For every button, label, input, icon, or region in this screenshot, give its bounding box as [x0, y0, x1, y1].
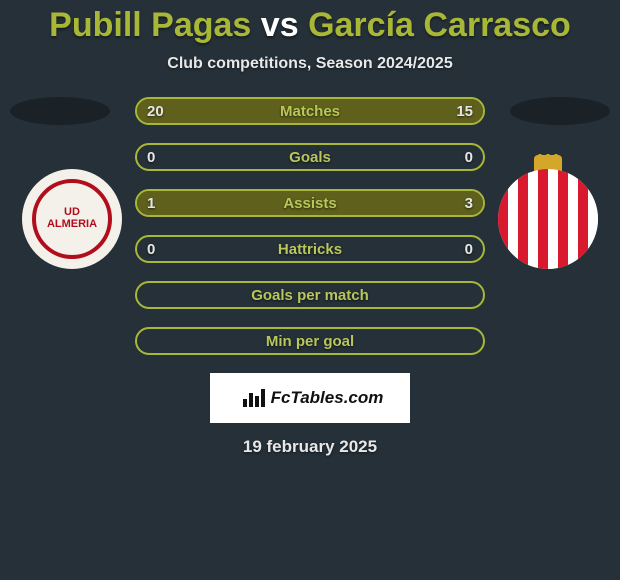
stat-bar: Hattricks0 0 — [135, 235, 485, 263]
watermark: FcTables.com — [210, 373, 410, 423]
bar-value-left: 20 — [137, 99, 174, 123]
subtitle: Club competitions, Season 2024/2025 — [0, 55, 620, 73]
stat-bar: Goals per match — [135, 281, 485, 309]
bar-value-left: 0 — [137, 237, 165, 261]
bar-label: Assists — [137, 191, 483, 215]
stat-bars: Matches2015Goals00Assists13Hattricks00Go… — [135, 97, 485, 355]
team-crest-left-text: UDALMERIA — [47, 207, 97, 230]
bar-value-right: 3 — [455, 191, 483, 215]
bar-value-left: 1 — [137, 191, 165, 215]
comparison-title: Pubill Pagas vs García Carrasco — [0, 0, 620, 45]
stat-bar: Goals0 0 — [135, 143, 485, 171]
bar-value-left: 0 — [137, 145, 165, 169]
bar-label: Hattricks — [137, 237, 483, 261]
bar-label: Matches — [137, 99, 483, 123]
stat-bar: Matches20 15 — [135, 97, 485, 125]
team-crest-right — [498, 169, 598, 269]
stat-bar: Min per goal — [135, 327, 485, 355]
crest-shadow-right — [510, 97, 610, 125]
team-crest-left: UDALMERIA — [22, 169, 122, 269]
crest-shadow-left — [10, 97, 110, 125]
bar-value-right: 0 — [455, 237, 483, 261]
stripes-icon — [498, 169, 598, 269]
player-left-name: Pubill Pagas — [49, 6, 251, 44]
bar-chart-icon — [243, 389, 265, 407]
stat-bar: Assists1 3 — [135, 189, 485, 217]
bar-label: Min per goal — [137, 329, 483, 353]
bar-value-right: 0 — [455, 145, 483, 169]
bar-label: Goals — [137, 145, 483, 169]
bar-label: Goals per match — [137, 283, 483, 307]
vs-separator: vs — [251, 6, 308, 44]
watermark-text: FcTables.com — [271, 388, 384, 408]
bar-value-right: 15 — [446, 99, 483, 123]
player-right-name: García Carrasco — [308, 6, 571, 44]
date-label: 19 february 2025 — [0, 437, 620, 457]
comparison-content: UDALMERIA Matches2015Goals00Assists13Hat… — [0, 97, 620, 457]
